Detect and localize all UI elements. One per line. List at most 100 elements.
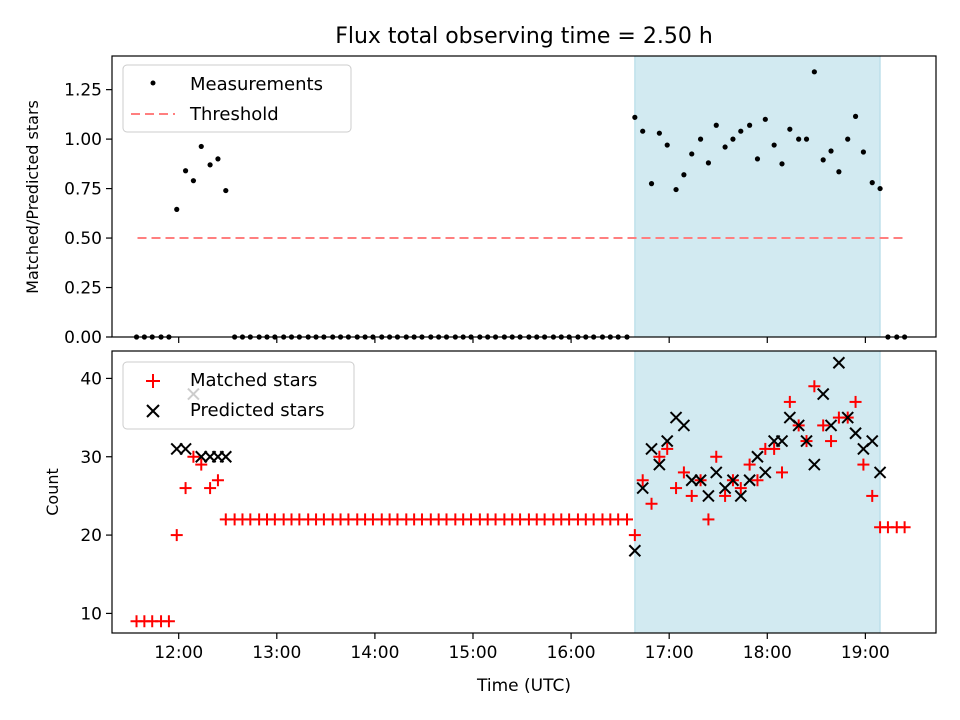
- legend-measurements-marker: [150, 80, 156, 86]
- count-y-ticks: 10 20 30 40: [80, 369, 112, 624]
- x-tick-label: 16:00: [547, 643, 596, 663]
- predicted-star-point: [179, 442, 192, 456]
- matched-star-point: [204, 482, 217, 495]
- ratio-y-tick-label: 0.75: [64, 180, 102, 200]
- predicted-star-point: [694, 474, 707, 487]
- predicted-star-point: [824, 419, 838, 432]
- matched-star-point: [825, 435, 838, 448]
- matched-star-point: [170, 529, 183, 542]
- matched-star-point: [849, 395, 862, 408]
- matched-star-point: [866, 489, 879, 502]
- measurement-point: [681, 172, 687, 178]
- ratio-y-tick-label: 0.00: [64, 328, 102, 348]
- matched-star-point: [670, 482, 683, 495]
- count-y-label: Count: [43, 468, 62, 516]
- legend-predicted-marker: [146, 404, 160, 418]
- matched-star-point: [768, 442, 781, 455]
- legend-threshold-label: Threshold: [189, 104, 279, 125]
- measurement-point: [656, 130, 662, 136]
- matched-star-point: [783, 395, 796, 408]
- x-tick-label: 12:00: [154, 643, 203, 663]
- matched-star-point: [628, 529, 641, 542]
- measurement-point: [190, 178, 197, 184]
- x-tick-label: 13:00: [252, 643, 301, 663]
- ratio-x-ticks: [178, 337, 866, 343]
- count-y-tick-label: 20: [80, 526, 102, 546]
- ratio-y-tick-label: 0.50: [64, 229, 102, 249]
- legend-measurements-label: Measurements: [190, 74, 323, 95]
- predicted-star-point: [816, 387, 830, 401]
- matched-star-point: [211, 474, 224, 487]
- matched-star-point: [702, 513, 715, 526]
- predicted-star-point: [219, 450, 232, 463]
- matched-stars-points: [130, 380, 911, 628]
- ratio-highlight-span: [634, 55, 881, 338]
- matched-star-point: [179, 482, 192, 495]
- predicted-stars-points: [170, 356, 887, 557]
- matched-star-point: [775, 466, 788, 479]
- measurement-point: [705, 160, 712, 166]
- predicted-star-point: [677, 419, 691, 432]
- legend-predicted-label: Predicted stars: [190, 400, 324, 421]
- matched-star-point: [645, 497, 658, 510]
- x-axis-label: Time (UTC): [476, 676, 571, 696]
- matched-star-point: [195, 458, 208, 471]
- ratio-panel: 0.00 0.25 0.50 0.75 1.00 1.25 Matched/Predict…: [23, 55, 937, 348]
- measurement-point: [845, 136, 851, 142]
- ratio-y-tick-label: 1.00: [64, 130, 102, 150]
- count-axes-frame: [111, 350, 937, 634]
- measurement-point: [673, 186, 679, 193]
- matched-star-point: [710, 450, 723, 463]
- measurement-point: [207, 162, 213, 168]
- matched-star-point: [187, 450, 200, 463]
- predicted-star-point: [759, 466, 772, 479]
- matched-star-point: [661, 442, 674, 455]
- predicted-star-point: [792, 419, 805, 432]
- x-tick-label: 14:00: [350, 643, 399, 663]
- ratio-y-label: Matched/Predicted stars: [23, 100, 42, 294]
- measurement-point: [730, 136, 736, 142]
- measurement-point: [738, 128, 744, 134]
- ratio-y-tick-label: 1.25: [64, 81, 102, 101]
- count-y-tick-label: 10: [80, 604, 102, 624]
- ratio-axes-frame: [111, 55, 937, 338]
- measurement-point: [722, 144, 728, 150]
- predicted-star-point: [734, 489, 747, 503]
- measurement-point: [648, 181, 655, 187]
- measurement-point: [754, 156, 761, 162]
- predicted-star-point: [685, 474, 698, 487]
- measurement-point: [747, 122, 753, 128]
- matched-star-point: [817, 419, 830, 432]
- legend-matched-label: Matched stars: [190, 370, 317, 391]
- predicted-star-point: [628, 544, 642, 557]
- measurement-point: [820, 157, 826, 163]
- matched-star-point: [162, 615, 175, 628]
- measurement-point: [689, 151, 695, 157]
- predicted-star-point: [743, 474, 756, 487]
- measurement-point: [860, 149, 867, 155]
- predicted-star-point: [832, 356, 846, 369]
- measurement-point: [828, 148, 834, 154]
- measurement-point: [215, 156, 221, 162]
- ratio-legend: Measurements Threshold: [122, 64, 352, 133]
- count-y-tick-label: 40: [80, 369, 102, 389]
- ratio-legend-box: [122, 64, 352, 133]
- predicted-star-point: [636, 481, 649, 495]
- matched-star-point: [743, 458, 756, 471]
- predicted-star-point: [751, 450, 764, 463]
- measurement-point: [811, 69, 817, 75]
- predicted-star-point: [195, 450, 208, 463]
- matched-star-point: [898, 521, 911, 534]
- measurement-point: [174, 206, 180, 212]
- legend-matched-marker: [146, 374, 160, 388]
- measurement-point: [223, 187, 229, 194]
- chart-title: Flux total observing time = 2.50 h: [335, 24, 713, 49]
- x-tick-label: 18:00: [743, 643, 792, 663]
- x-tick-label: 19:00: [841, 643, 890, 663]
- predicted-star-point: [710, 466, 723, 479]
- predicted-star-point: [645, 442, 658, 456]
- predicted-star-point: [873, 466, 887, 479]
- predicted-star-point: [726, 474, 740, 487]
- count-x-ticks: 12:00 13:00 14:00 15:00 16:00 17:00 18:00 19:00: [154, 633, 890, 663]
